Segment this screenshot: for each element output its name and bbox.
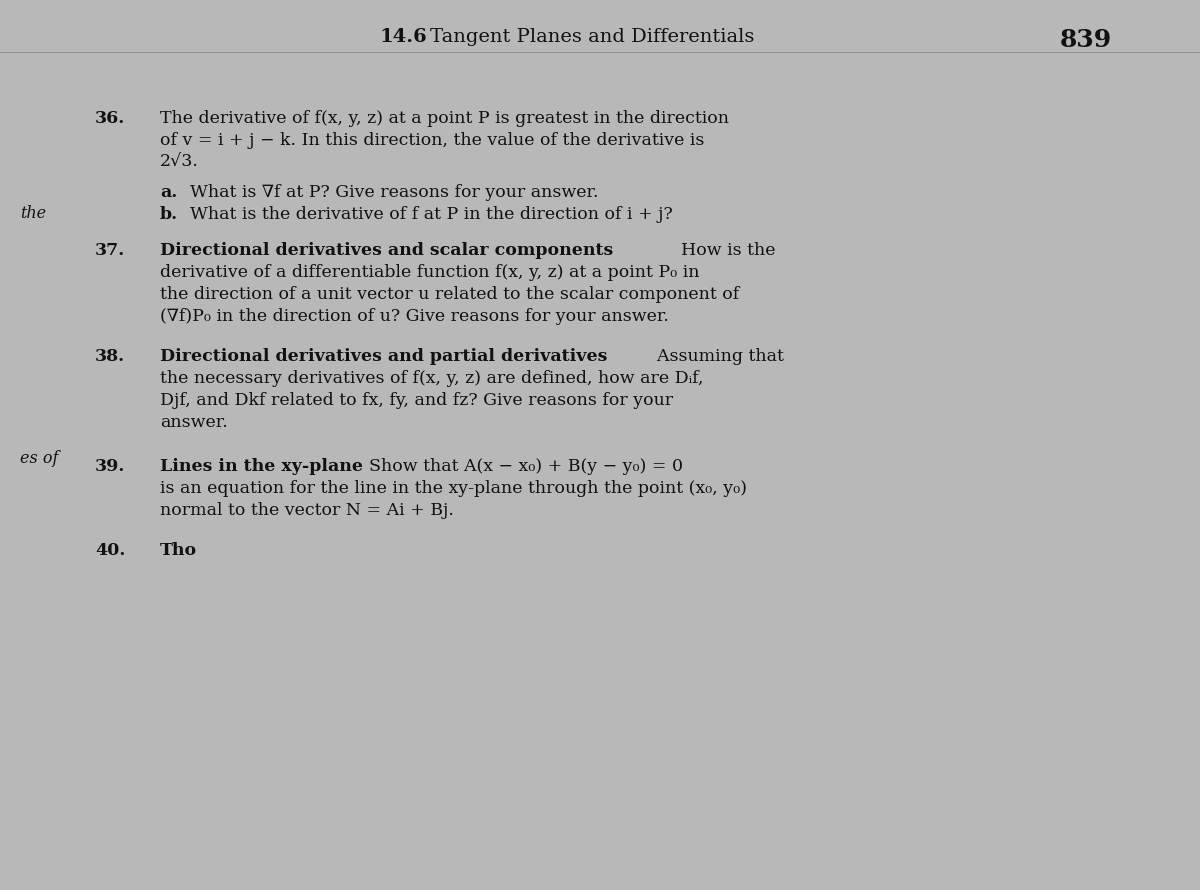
Text: (∇f)P₀ in the direction of u? Give reasons for your answer.: (∇f)P₀ in the direction of u? Give reaso…: [160, 308, 668, 325]
Text: normal to the vector N = Ai + Bj.: normal to the vector N = Ai + Bj.: [160, 502, 454, 519]
Text: The derivative of f(x, y, z) at a point P is greatest in the direction: The derivative of f(x, y, z) at a point …: [160, 110, 730, 127]
Text: 37.: 37.: [95, 242, 125, 259]
Text: Tangent Planes and Differentials: Tangent Planes and Differentials: [430, 28, 755, 46]
Text: Show that A(x − x₀) + B(y − y₀) = 0: Show that A(x − x₀) + B(y − y₀) = 0: [358, 458, 683, 475]
Text: answer.: answer.: [160, 414, 228, 431]
Text: 2√3.: 2√3.: [160, 154, 199, 171]
Text: 36.: 36.: [95, 110, 125, 127]
Text: the necessary derivatives of f(x, y, z) are defined, how are Dᵢf,: the necessary derivatives of f(x, y, z) …: [160, 370, 703, 387]
Text: is an equation for the line in the xy-plane through the point (x₀, y₀): is an equation for the line in the xy-pl…: [160, 480, 746, 497]
Text: es of: es of: [20, 450, 59, 467]
Text: of v = i + j − k. In this direction, the value of the derivative is: of v = i + j − k. In this direction, the…: [160, 132, 704, 149]
Text: a.: a.: [160, 184, 178, 201]
Text: What is the derivative of f at P in the direction of i + j?: What is the derivative of f at P in the …: [190, 206, 673, 223]
Text: the direction of a unit vector u related to the scalar component of: the direction of a unit vector u related…: [160, 286, 739, 303]
Text: Tho: Tho: [160, 542, 197, 559]
Text: Djf, and Dkf related to fx, fy, and fz? Give reasons for your: Djf, and Dkf related to fx, fy, and fz? …: [160, 392, 673, 409]
Text: b.: b.: [160, 206, 178, 223]
Text: Directional derivatives and partial derivatives: Directional derivatives and partial deri…: [160, 348, 607, 365]
Text: derivative of a differentiable function f(x, y, z) at a point P₀ in: derivative of a differentiable function …: [160, 264, 700, 281]
Text: 40.: 40.: [95, 542, 125, 559]
Text: Directional derivatives and scalar components: Directional derivatives and scalar compo…: [160, 242, 613, 259]
Text: What is ∇f at P? Give reasons for your answer.: What is ∇f at P? Give reasons for your a…: [190, 184, 599, 201]
Text: the: the: [20, 205, 46, 222]
Text: How is the: How is the: [670, 242, 775, 259]
Text: 839: 839: [1060, 28, 1112, 52]
Text: Assuming that: Assuming that: [646, 348, 784, 365]
Text: 39.: 39.: [95, 458, 125, 475]
Text: 14.6: 14.6: [380, 28, 427, 46]
Text: Lines in the xy-plane: Lines in the xy-plane: [160, 458, 364, 475]
Text: 38.: 38.: [95, 348, 125, 365]
